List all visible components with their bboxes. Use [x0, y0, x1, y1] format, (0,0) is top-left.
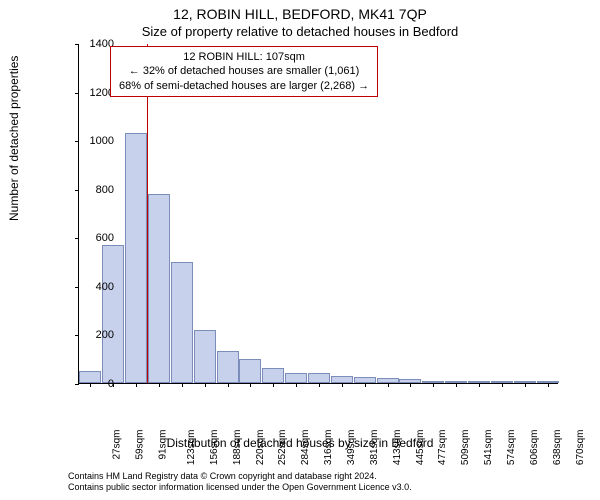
histogram-bar	[194, 330, 216, 383]
x-tick-mark	[479, 383, 480, 387]
x-tick-mark	[456, 383, 457, 387]
x-tick-mark	[136, 383, 137, 387]
x-tick-label: 381sqm	[369, 430, 380, 466]
y-tick-label: 800	[74, 184, 114, 196]
info-box-line1: 12 ROBIN HILL: 107sqm	[119, 50, 369, 64]
x-tick-mark	[159, 383, 160, 387]
histogram-bar	[308, 373, 330, 383]
histogram-bar	[102, 245, 124, 383]
x-tick-label: 91sqm	[157, 430, 168, 460]
x-tick-label: 413sqm	[392, 430, 403, 466]
x-tick-label: 316sqm	[323, 430, 334, 466]
x-tick-label: 252sqm	[277, 430, 288, 466]
x-tick-mark	[410, 383, 411, 387]
histogram-bar	[125, 133, 147, 383]
x-tick-label: 220sqm	[255, 430, 266, 466]
x-tick-mark	[365, 383, 366, 387]
footer-line2: Contains public sector information licen…	[68, 482, 412, 494]
histogram-bar	[171, 262, 193, 383]
y-tick-label: 1000	[74, 135, 114, 147]
info-box-line2: ← 32% of detached houses are smaller (1,…	[119, 64, 369, 78]
histogram-bar	[262, 368, 284, 383]
x-tick-label: 284sqm	[300, 430, 311, 466]
histogram-bar	[239, 359, 261, 383]
x-tick-mark	[205, 383, 206, 387]
histogram-bar	[285, 373, 307, 383]
x-tick-mark	[342, 383, 343, 387]
y-tick-label: 200	[74, 329, 114, 341]
y-tick-label: 400	[74, 281, 114, 293]
page-title: 12, ROBIN HILL, BEDFORD, MK41 7QP	[0, 0, 600, 22]
histogram-bar	[331, 376, 353, 383]
x-tick-label: 445sqm	[415, 430, 426, 466]
x-tick-label: 606sqm	[529, 430, 540, 466]
x-tick-label: 477sqm	[437, 430, 448, 466]
x-tick-mark	[250, 383, 251, 387]
x-tick-mark	[319, 383, 320, 387]
x-tick-mark	[502, 383, 503, 387]
footer: Contains HM Land Registry data © Crown c…	[68, 471, 412, 494]
y-tick-label: 600	[74, 232, 114, 244]
y-axis-label: Number of detached properties	[7, 56, 21, 221]
x-tick-mark	[388, 383, 389, 387]
info-box-line3: 68% of semi-detached houses are larger (…	[119, 79, 369, 93]
x-tick-mark	[228, 383, 229, 387]
x-tick-label: 541sqm	[483, 430, 494, 466]
x-tick-mark	[296, 383, 297, 387]
x-tick-mark	[182, 383, 183, 387]
x-tick-mark	[525, 383, 526, 387]
x-tick-label: 349sqm	[346, 430, 357, 466]
page-subtitle: Size of property relative to detached ho…	[0, 22, 600, 39]
y-tick-label: 1200	[74, 87, 114, 99]
histogram-bar	[217, 351, 239, 383]
x-tick-mark	[273, 383, 274, 387]
x-tick-label: 574sqm	[506, 430, 517, 466]
x-tick-label: 156sqm	[209, 430, 220, 466]
x-tick-label: 638sqm	[552, 430, 563, 466]
x-tick-label: 123sqm	[186, 430, 197, 466]
x-tick-mark	[548, 383, 549, 387]
footer-line1: Contains HM Land Registry data © Crown c…	[68, 471, 412, 483]
x-tick-label: 188sqm	[232, 430, 243, 466]
x-tick-label: 670sqm	[575, 430, 586, 466]
x-tick-label: 27sqm	[112, 430, 123, 460]
y-tick-label: 1400	[74, 38, 114, 50]
x-tick-label: 59sqm	[135, 430, 146, 460]
info-box: 12 ROBIN HILL: 107sqm ← 32% of detached …	[110, 46, 378, 97]
histogram-bar	[148, 194, 170, 383]
x-tick-mark	[433, 383, 434, 387]
y-tick-label: 0	[74, 378, 114, 390]
x-tick-label: 509sqm	[460, 430, 471, 466]
